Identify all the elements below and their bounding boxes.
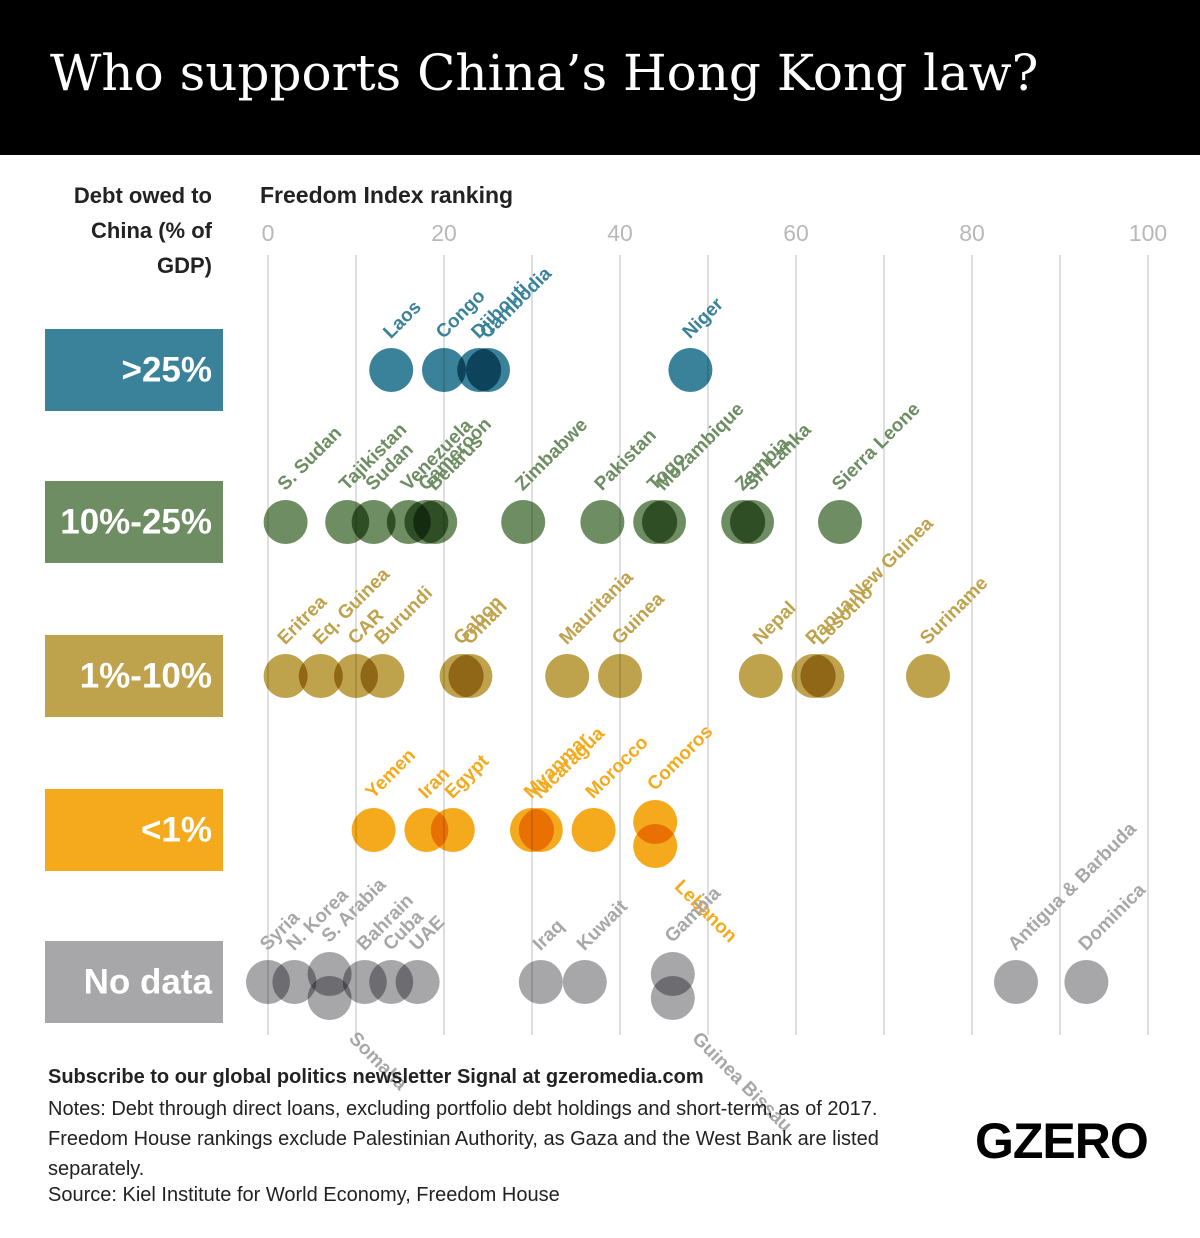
x-tick-label: 0 bbox=[262, 220, 275, 246]
country-dot bbox=[633, 824, 678, 868]
country-dot bbox=[298, 654, 343, 698]
country-dot bbox=[994, 960, 1038, 1004]
group-box bbox=[45, 635, 223, 717]
x-axis-label: Freedom Index ranking bbox=[260, 182, 514, 208]
x-tick-label: 80 bbox=[959, 220, 985, 246]
chart-title: Who supports China’s Hong Kong law? bbox=[50, 44, 1039, 102]
country-label: Kuwait bbox=[573, 896, 632, 955]
country-dot bbox=[307, 976, 352, 1020]
country-dot bbox=[730, 500, 774, 544]
country-dot bbox=[263, 500, 308, 544]
country-dot bbox=[466, 348, 510, 392]
country-dot bbox=[413, 500, 458, 544]
country-dot bbox=[1064, 960, 1109, 1004]
logo: GZERO bbox=[975, 1113, 1149, 1169]
group-label: 10%-25% bbox=[60, 502, 212, 541]
country-dot bbox=[562, 960, 607, 1004]
country-label: Iraq bbox=[529, 916, 568, 955]
group-label: <1% bbox=[141, 810, 212, 849]
country-label: Niger bbox=[679, 293, 729, 343]
source: Source: Kiel Institute for World Economy… bbox=[48, 1184, 560, 1206]
country-dot bbox=[518, 960, 563, 1004]
country-dot bbox=[598, 654, 642, 698]
country-dot bbox=[501, 500, 546, 544]
group-box bbox=[45, 329, 223, 411]
country-dot bbox=[650, 976, 695, 1020]
country-dot bbox=[272, 960, 317, 1004]
country-label: Yemen bbox=[362, 745, 420, 803]
country-dot bbox=[668, 348, 713, 392]
country-dot bbox=[448, 654, 493, 698]
country-label: Antigua & Barbuda bbox=[1004, 818, 1141, 955]
country-dot bbox=[800, 654, 845, 698]
country-dot bbox=[738, 654, 783, 698]
country-label: Zimbabwe bbox=[511, 415, 592, 496]
subscribe-note: Subscribe to our global politics newslet… bbox=[48, 1066, 704, 1088]
country-label: Nepal bbox=[749, 598, 800, 649]
country-dot bbox=[818, 500, 862, 544]
group-label: 1%-10% bbox=[80, 656, 212, 695]
country-dot bbox=[580, 500, 625, 544]
country-dot bbox=[642, 500, 686, 544]
country-dot bbox=[351, 808, 396, 852]
country-label: Sierra Leone bbox=[828, 399, 924, 495]
country-label: Dominica bbox=[1075, 879, 1151, 955]
country-dot bbox=[351, 500, 396, 544]
x-tick-label: 60 bbox=[783, 220, 809, 246]
x-tick-label: 20 bbox=[431, 220, 457, 246]
country-label: Comoros bbox=[643, 721, 717, 795]
country-dot bbox=[395, 960, 440, 1004]
group-box bbox=[45, 941, 223, 1023]
group-box bbox=[45, 481, 223, 563]
country-dot bbox=[545, 654, 590, 698]
notes: Notes: Debt through direct loans, exclud… bbox=[48, 1098, 879, 1180]
country-dot bbox=[369, 348, 414, 392]
country-label: Cambodia bbox=[476, 263, 556, 343]
country-label: Laos bbox=[379, 297, 425, 343]
country-label: Sri Lanka bbox=[740, 419, 816, 495]
country-dot bbox=[571, 808, 616, 852]
title-bar: Who supports China’s Hong Kong law? bbox=[0, 0, 1200, 155]
country-dot bbox=[906, 654, 950, 698]
group-box bbox=[45, 789, 223, 871]
country-label: S. Sudan bbox=[274, 423, 346, 495]
country-label: Suriname bbox=[916, 573, 992, 649]
country-dot bbox=[360, 654, 405, 698]
country-dot bbox=[422, 348, 466, 392]
x-tick-label: 100 bbox=[1129, 220, 1167, 246]
country-dot bbox=[430, 808, 475, 852]
country-dot bbox=[518, 808, 563, 852]
group-label: No data bbox=[84, 962, 213, 1001]
x-tick-label: 40 bbox=[607, 220, 633, 246]
group-label: >25% bbox=[122, 350, 213, 389]
y-axis-label: Debt owed to China (% of GDP) bbox=[73, 183, 212, 278]
country-dot bbox=[263, 654, 308, 698]
